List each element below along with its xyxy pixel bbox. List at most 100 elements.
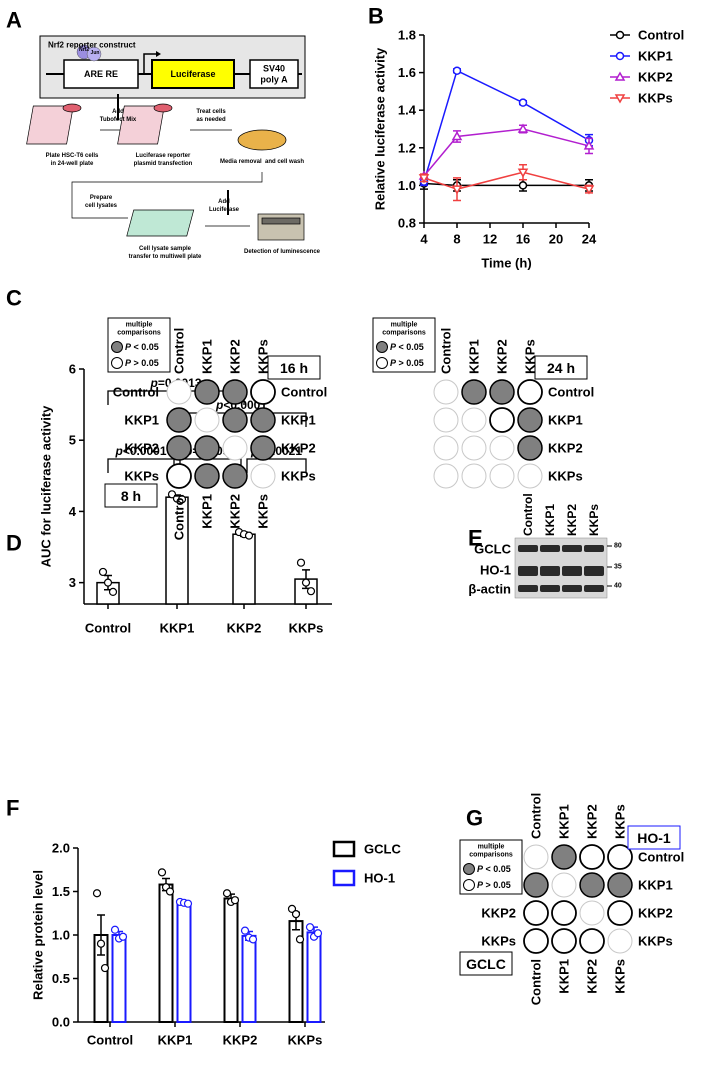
x-tick-label: 12 [483, 232, 497, 247]
y-tick-label: 1.0 [52, 928, 70, 943]
significance-bracket [246, 458, 307, 473]
comparison-cell [250, 463, 276, 489]
data-point [118, 932, 128, 941]
luminometer-lid [261, 217, 301, 225]
legend-label-part: < 0.05 [483, 864, 511, 874]
comparison-cell [607, 844, 633, 870]
row-label: KKPs [281, 469, 316, 484]
lane-label: KKP1 [543, 504, 557, 536]
bar [176, 901, 192, 1023]
data-point [157, 868, 167, 877]
blot-band [540, 585, 560, 592]
comparison-cell [551, 844, 577, 870]
legend-sig [111, 341, 123, 353]
panel-label: C [6, 286, 22, 311]
data-point [244, 531, 254, 540]
column-label: KKP1 [200, 494, 215, 529]
comparison-cell [489, 379, 515, 405]
panel-label: G [466, 806, 483, 831]
marker [517, 123, 529, 133]
comparison-cell [607, 928, 633, 954]
time-box [267, 355, 321, 380]
y-axis-title: AUC for luciferase activity [39, 405, 54, 568]
panel-label: A [6, 8, 22, 33]
y-tick-label: 1.6 [398, 65, 416, 80]
step-label: plasmid transfection [134, 161, 193, 167]
lane-label: Control [521, 493, 535, 536]
comparison-cell [433, 407, 459, 433]
time-box [534, 355, 588, 380]
workflow [26, 94, 305, 241]
x-tick-label: 8 [453, 232, 460, 247]
comparison-cell [523, 900, 549, 926]
legend-marker [614, 71, 626, 81]
y-tick-label: 1.8 [398, 28, 416, 43]
protein-label: GCLC [474, 542, 511, 557]
column-label: KKPs [523, 339, 538, 374]
data-point [165, 887, 175, 896]
comparison-cell [551, 872, 577, 898]
panel-label: B [368, 4, 384, 29]
bar [158, 883, 174, 1023]
arrow-head [156, 51, 161, 57]
p-value-part: p [149, 376, 157, 390]
multiwell-plate-icon [126, 209, 195, 237]
comparison-cell [517, 379, 543, 405]
data-point [295, 935, 305, 944]
time-label: 16 h [280, 360, 308, 376]
comparison-cell [194, 379, 220, 405]
legend-label-part: < 0.05 [396, 342, 424, 352]
comparison-cell [250, 407, 276, 433]
marker [518, 181, 528, 190]
bar [306, 931, 322, 1024]
legend-title: multiple [391, 322, 418, 329]
y-tick-label: 1.5 [52, 884, 70, 899]
comparison-cell [517, 435, 543, 461]
comparison-cell [433, 463, 459, 489]
comparison-cell [579, 872, 605, 898]
comparison-cell [433, 435, 459, 461]
legend-label: KKP1 [638, 49, 673, 64]
comparison-cell [166, 407, 192, 433]
step-label: Treat cells [196, 109, 226, 115]
blot-band [540, 545, 560, 552]
blot-band [518, 545, 538, 552]
step-label: Add [218, 199, 230, 205]
cell-icon [153, 103, 173, 113]
element-label: Luciferase [170, 69, 215, 79]
legend-sig [463, 863, 475, 875]
legend-sig [376, 341, 388, 353]
bar [241, 934, 257, 1023]
size-marker: 80 [614, 543, 622, 550]
p-value-part: p [215, 398, 223, 412]
legend-label: P > 0.05 [125, 358, 159, 368]
error-bar [97, 914, 105, 956]
legend-ns [111, 357, 123, 369]
bar [223, 897, 239, 1024]
x-axis-title: Time (h) [481, 256, 531, 271]
flow-line [71, 172, 263, 219]
line [423, 128, 590, 177]
legend-title: comparisons [117, 330, 161, 337]
column-label: KKPs [613, 959, 628, 994]
legend-label-part: P [125, 342, 132, 352]
row-label: KKP1 [281, 413, 316, 428]
legend-marker [614, 94, 626, 104]
row-label: KKP2 [548, 441, 583, 456]
comparison-cell [461, 407, 487, 433]
legend-label: KKP2 [638, 70, 673, 85]
element-label: poly A [260, 75, 288, 85]
comparison-cell [517, 407, 543, 433]
y-tick-label: 1.4 [398, 103, 417, 118]
y-axis-title: Relative luciferase activity [373, 47, 388, 210]
comparison-cell [489, 435, 515, 461]
x-tick-label: KKP2 [227, 621, 262, 636]
blot-band [584, 545, 604, 552]
time-label: GCLC [466, 956, 506, 972]
marker [518, 98, 528, 107]
data-point [305, 923, 315, 932]
column-label: KKP1 [467, 339, 482, 374]
column-label: KKP2 [495, 339, 510, 374]
bar [232, 533, 256, 605]
cell-icon [62, 103, 82, 113]
